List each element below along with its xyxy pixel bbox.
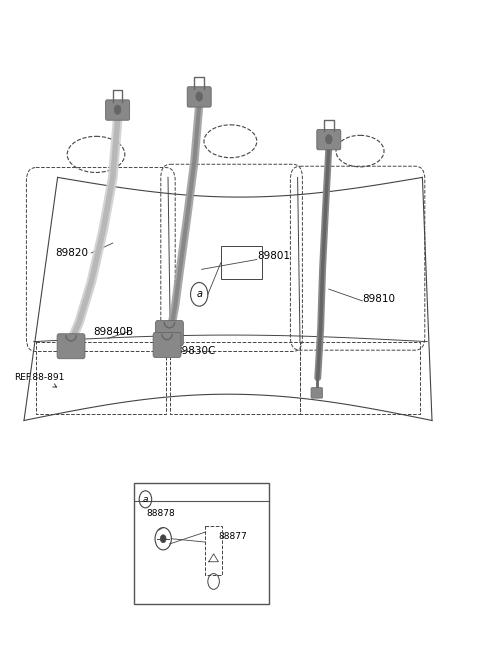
Circle shape xyxy=(325,135,332,144)
FancyBboxPatch shape xyxy=(317,129,341,150)
Text: 88877: 88877 xyxy=(218,532,247,541)
Text: 89801: 89801 xyxy=(257,251,290,261)
Text: a: a xyxy=(143,495,148,504)
FancyBboxPatch shape xyxy=(106,100,130,120)
Bar xyxy=(134,483,269,604)
FancyBboxPatch shape xyxy=(57,334,85,359)
Text: REF.88-891: REF.88-891 xyxy=(14,373,65,387)
Text: a: a xyxy=(196,289,202,300)
Text: 89840B: 89840B xyxy=(94,327,134,337)
Bar xyxy=(205,526,222,575)
FancyBboxPatch shape xyxy=(156,321,183,346)
Text: 89830C: 89830C xyxy=(175,346,216,357)
Text: 88878: 88878 xyxy=(146,509,175,518)
FancyBboxPatch shape xyxy=(311,388,323,398)
Circle shape xyxy=(196,92,203,101)
Circle shape xyxy=(114,105,121,114)
FancyBboxPatch shape xyxy=(187,87,211,107)
Text: 89820: 89820 xyxy=(55,248,88,258)
FancyBboxPatch shape xyxy=(153,332,181,357)
Bar xyxy=(221,246,262,279)
Circle shape xyxy=(160,535,166,543)
Text: 89810: 89810 xyxy=(362,294,396,304)
